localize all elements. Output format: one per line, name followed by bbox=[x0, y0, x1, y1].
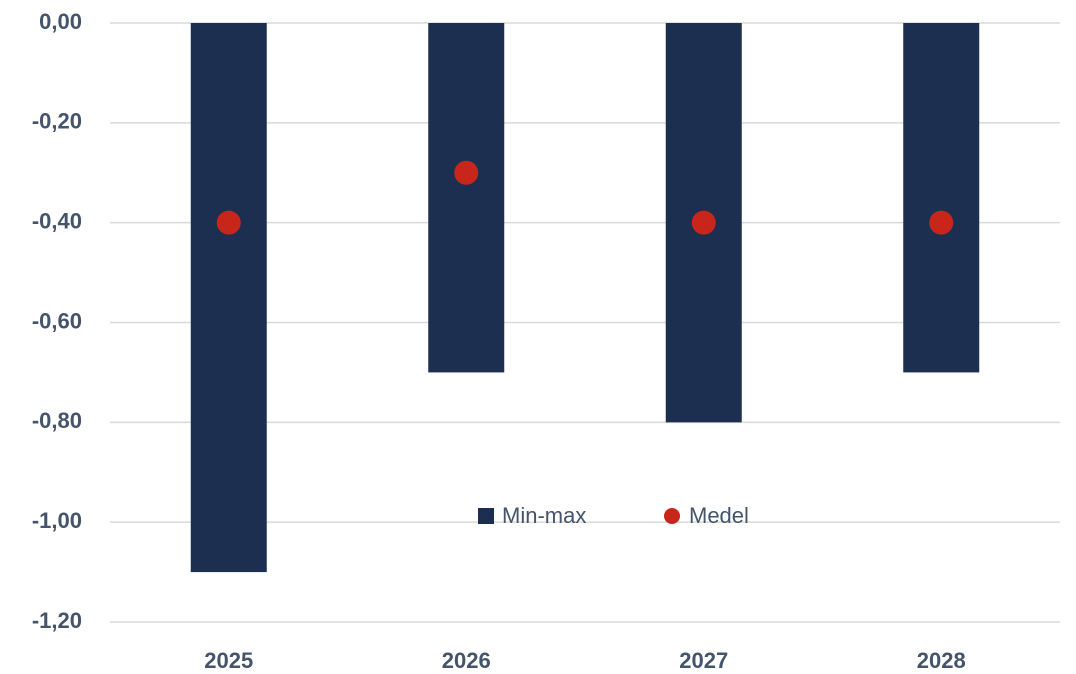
y-tick-label: -1,00 bbox=[32, 508, 82, 533]
legend-swatch bbox=[478, 508, 494, 524]
legend-label: Medel bbox=[689, 503, 749, 528]
y-tick-label: -0,80 bbox=[32, 408, 82, 433]
y-tick-label: 0,00 bbox=[39, 9, 82, 34]
x-tick-label: 2025 bbox=[204, 648, 253, 673]
dot bbox=[454, 160, 479, 185]
y-tick-label: -0,40 bbox=[32, 208, 82, 233]
legend-label: Min-max bbox=[502, 503, 586, 528]
legend-swatch bbox=[664, 508, 680, 524]
bar bbox=[190, 23, 267, 573]
x-tick-label: 2026 bbox=[442, 648, 491, 673]
y-tick-label: -0,20 bbox=[32, 109, 82, 134]
dot bbox=[691, 210, 716, 235]
x-tick-label: 2028 bbox=[917, 648, 966, 673]
bar bbox=[903, 23, 980, 373]
y-tick-label: -0,60 bbox=[32, 308, 82, 333]
dot bbox=[929, 210, 954, 235]
x-tick-label: 2027 bbox=[679, 648, 728, 673]
dot bbox=[216, 210, 241, 235]
y-tick-label: -1,20 bbox=[32, 608, 82, 633]
bar bbox=[428, 23, 505, 373]
